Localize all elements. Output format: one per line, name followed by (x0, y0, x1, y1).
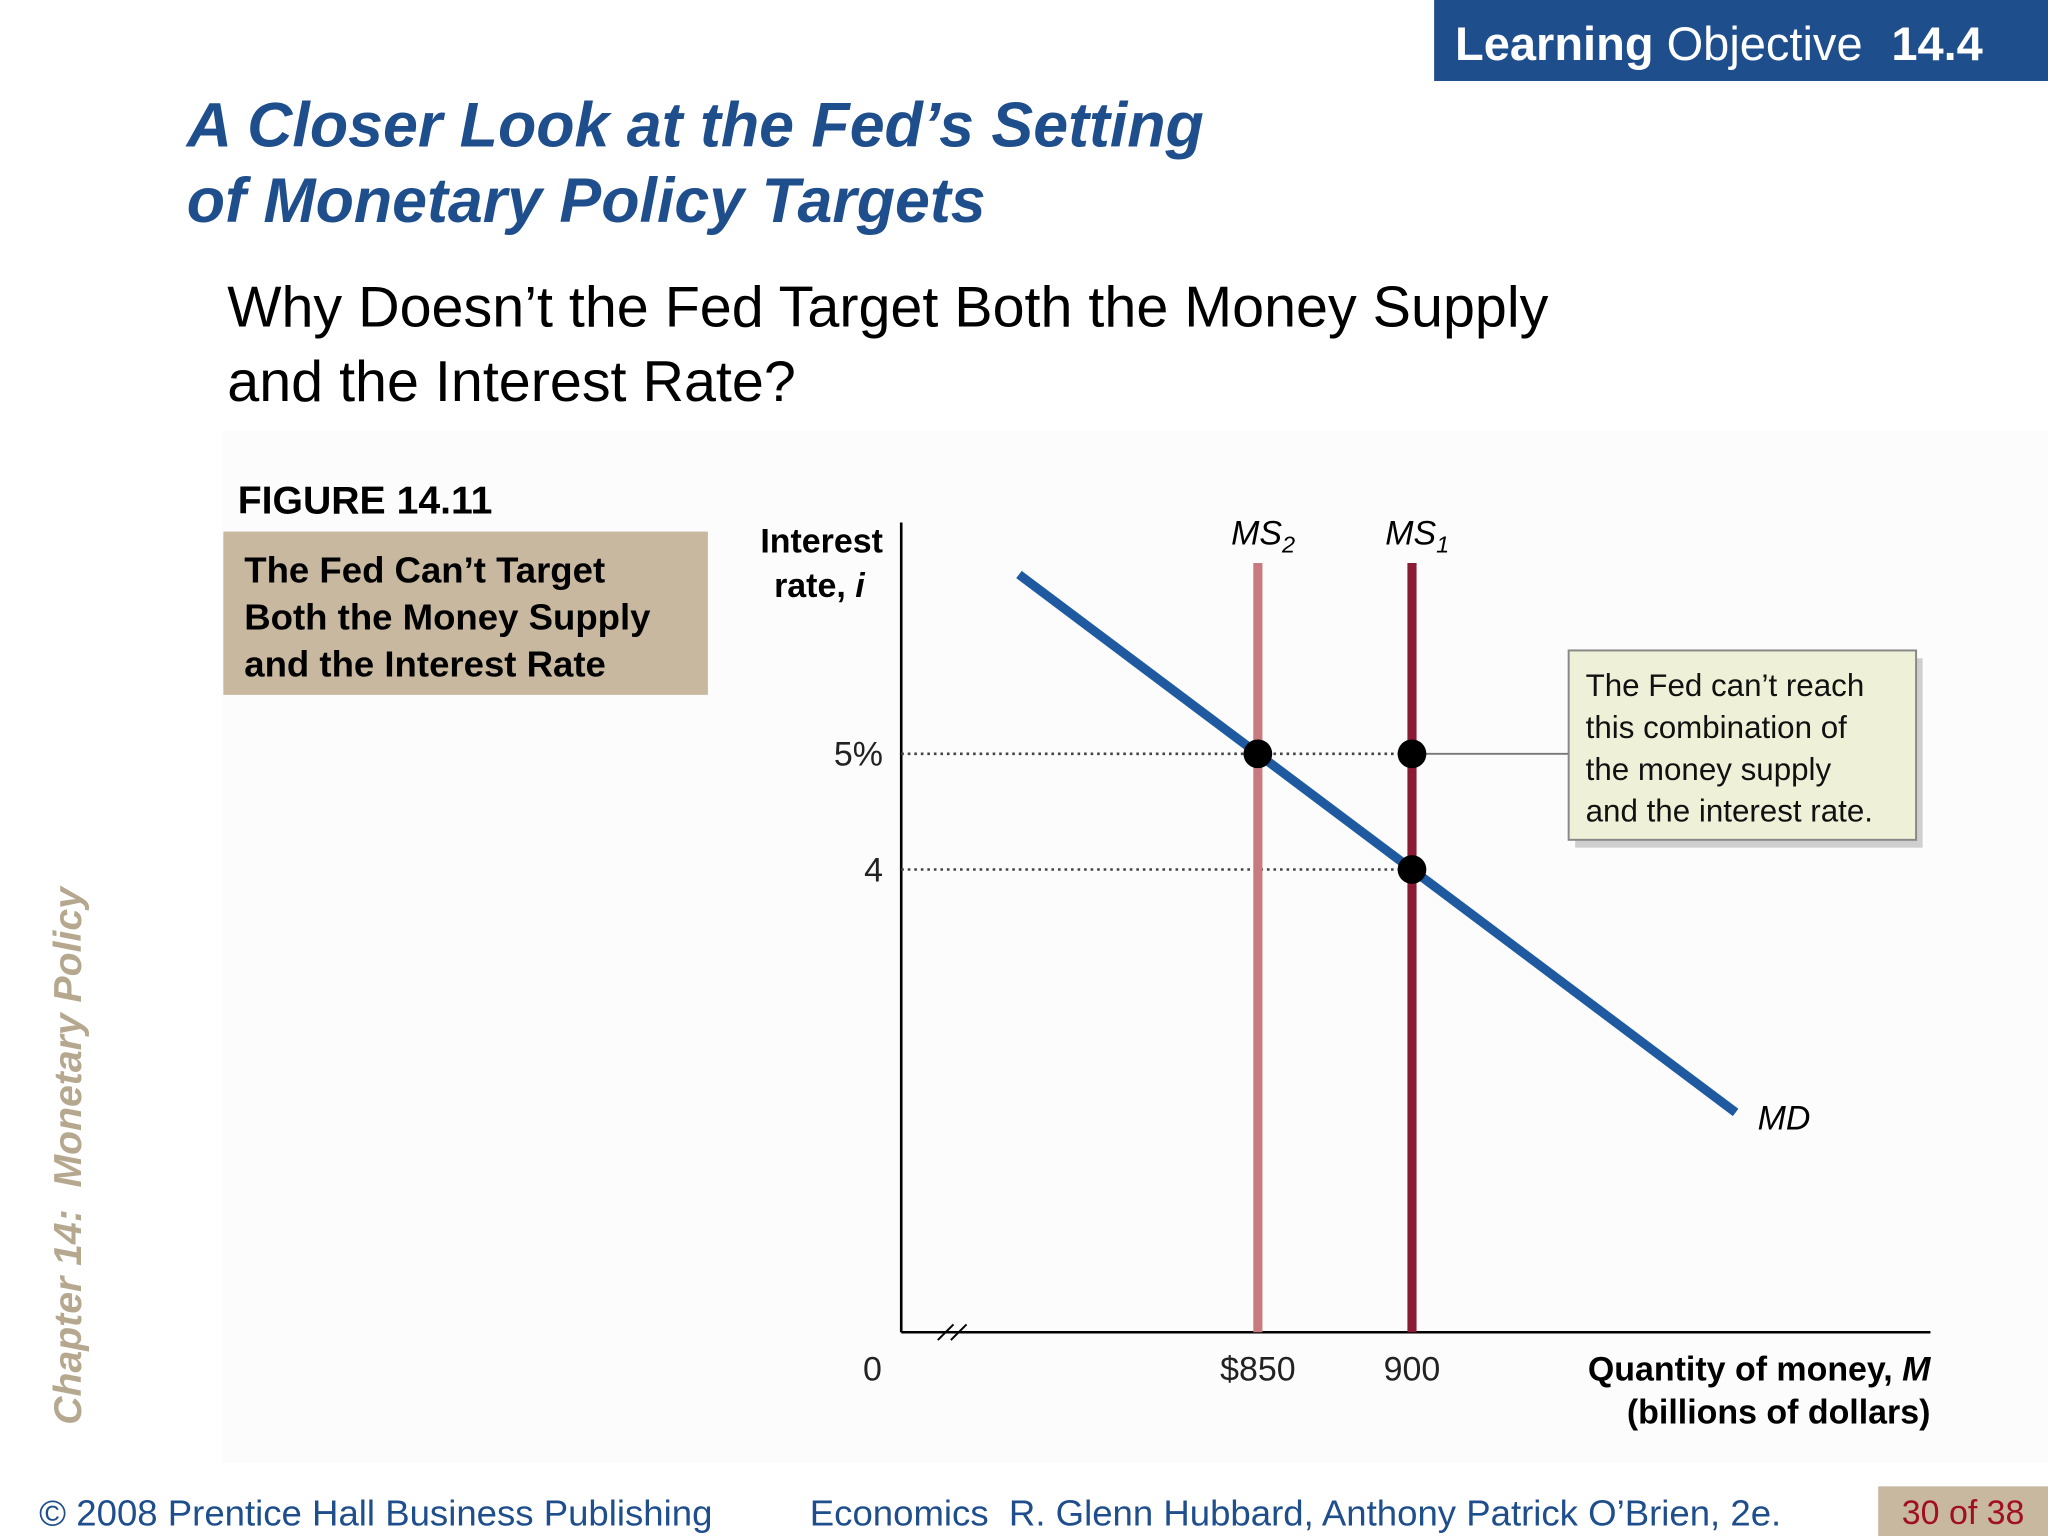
series-name: MD (1758, 1099, 1811, 1137)
point (1243, 739, 1273, 769)
series-name: MS (1231, 515, 1282, 553)
y-title-var: i (855, 567, 866, 605)
page-box (1878, 1486, 2048, 1536)
caption-line: and the Interest Rate (244, 644, 606, 685)
figure-label: FIGURE 14.11 (238, 479, 493, 522)
objective-number: 14.4 (1891, 17, 1983, 70)
series-subscript: 2 (1281, 531, 1295, 557)
x-tick-label: $850 (1220, 1351, 1296, 1389)
point (1397, 855, 1427, 884)
annotation-box (1567, 649, 1918, 841)
x-title-line: Quantity of money, (1588, 1351, 1902, 1389)
subtitle: Why Doesn’t the Fed Target Both the Mone… (0, 0, 1628, 414)
objective-word: Objective (1667, 17, 1863, 70)
objective-text: Learning Objective 14.4 (1455, 17, 1983, 70)
caption-line: Both the Money Supply (244, 597, 651, 638)
slide-title: A Closer Look at the Fed’s Setting of Mo… (0, 0, 1291, 236)
y-axis-title: Interest rate, i (760, 522, 883, 604)
page-number: 30 of 38 (1902, 1494, 2025, 1532)
objective-bold: Learning (1455, 17, 1654, 70)
caption-line: The Fed Can’t Target (244, 550, 605, 591)
y-title-line: rate, (774, 567, 855, 605)
series-label: MD (1758, 1099, 1811, 1137)
title-line: of Monetary Policy Targets (187, 166, 986, 236)
series-label: MS1 (1385, 515, 1449, 558)
x-axis-title: Quantity of money, M (1588, 1351, 1931, 1389)
annotation-text: The Fed can’t reach this combination of th… (1586, 668, 1873, 828)
side-label: Chapter 14: Monetary Policy (47, 885, 90, 1425)
y-tick-label: 4 (864, 851, 883, 889)
y-title-line: Interest (760, 522, 883, 560)
objective-banner (1434, 0, 2048, 81)
footer-copyright: © 2008 Prentice Hall Business Publishing (39, 1493, 712, 1534)
subtitle-line: Why Doesn’t the Fed Target Both the Mone… (227, 276, 1548, 340)
x-axis-title: (billions of dollars) (1627, 1394, 1931, 1432)
chart: 0 Interest rate, i Quantity of money, M (bil… (760, 515, 1931, 1432)
title-line: A Closer Look at the Fed’s Setting (185, 90, 1204, 160)
axis-break (950, 1323, 968, 1341)
annotation-line: this combination of (1586, 710, 1848, 745)
annotation-line: the money supply (1586, 752, 1832, 787)
caption-box (223, 531, 708, 695)
subtitle-line: and the Interest Rate? (227, 350, 796, 414)
series-label: MS2 (1231, 515, 1295, 558)
x-tick-label: 900 (1384, 1351, 1441, 1389)
figure-caption: The Fed Can’t Target Both the Money Supp… (0, 0, 701, 685)
x-title-var: M (1902, 1351, 1931, 1389)
origin-label: 0 (863, 1351, 882, 1389)
axis-break (937, 1323, 955, 1341)
annotation-line: The Fed can’t reach (1586, 668, 1865, 703)
point (1397, 739, 1427, 769)
series-line (1016, 570, 1739, 1117)
annotation-line: and the interest rate. (1586, 794, 1873, 829)
series-name: MS (1385, 515, 1436, 553)
y-tick-label: 5% (834, 736, 883, 774)
series-subscript: 1 (1436, 531, 1449, 557)
footer-book: Economics R. Glenn Hubbard, Anthony Patr… (810, 1493, 1781, 1534)
